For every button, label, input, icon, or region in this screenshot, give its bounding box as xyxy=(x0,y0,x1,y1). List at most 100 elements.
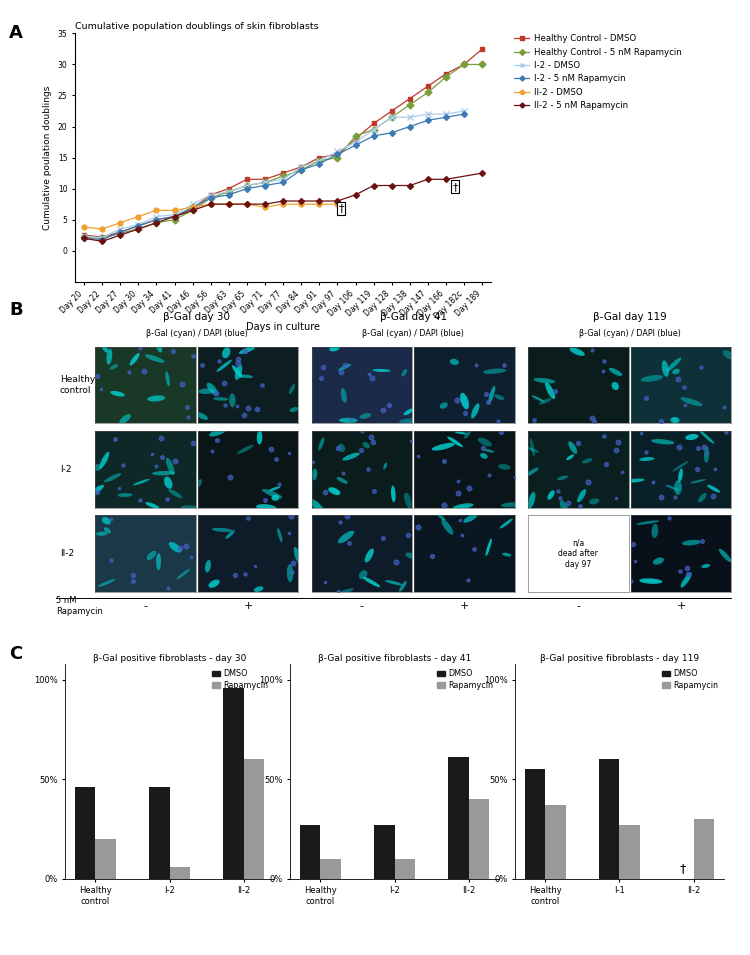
Polygon shape xyxy=(363,577,380,587)
I-2 - 5 nM Rapamycin xyxy=(460,109,469,120)
Polygon shape xyxy=(254,586,263,592)
Polygon shape xyxy=(436,514,445,520)
Polygon shape xyxy=(338,531,354,543)
Polygon shape xyxy=(106,349,112,365)
Polygon shape xyxy=(670,417,680,423)
Polygon shape xyxy=(225,530,235,539)
II-2 - DMSO xyxy=(80,222,88,233)
Healthy Control - 5 nM Rapamycin xyxy=(170,214,179,225)
Healthy Control - DMSO xyxy=(188,202,197,214)
Healthy Control - 5 nM Rapamycin xyxy=(297,164,306,176)
II-2 - DMSO xyxy=(297,199,306,210)
Healthy Control - DMSO xyxy=(333,149,342,160)
I-2 - DMSO xyxy=(297,161,306,173)
Polygon shape xyxy=(678,469,682,482)
II-2 - DMSO xyxy=(279,199,288,210)
Healthy Control - 5 nM Rapamycin xyxy=(116,227,124,239)
Polygon shape xyxy=(672,461,688,472)
Polygon shape xyxy=(118,493,133,497)
I-2 - DMSO xyxy=(134,219,142,230)
Polygon shape xyxy=(652,524,658,538)
Text: β-Gal (cyan) / DAPI (blue): β-Gal (cyan) / DAPI (blue) xyxy=(362,329,464,338)
Text: n/a
dead after
day 97: n/a dead after day 97 xyxy=(559,539,598,568)
Polygon shape xyxy=(691,479,706,483)
Polygon shape xyxy=(464,514,478,522)
Polygon shape xyxy=(478,437,492,447)
Healthy Control - DMSO xyxy=(478,43,487,54)
Polygon shape xyxy=(483,369,506,374)
Line: II-2 - 5 nM Rapamycin: II-2 - 5 nM Rapamycin xyxy=(82,171,484,244)
Polygon shape xyxy=(278,528,283,542)
Y-axis label: Cumulative poulation doublings: Cumulative poulation doublings xyxy=(43,85,52,230)
Polygon shape xyxy=(609,368,622,376)
Healthy Control - 5 nM Rapamycin xyxy=(405,99,414,111)
Polygon shape xyxy=(624,478,644,482)
Polygon shape xyxy=(230,393,236,407)
Polygon shape xyxy=(577,489,586,502)
Healthy Control - 5 nM Rapamycin xyxy=(134,223,142,235)
I-2 - 5 nM Rapamycin xyxy=(80,232,88,244)
Polygon shape xyxy=(611,382,619,390)
I-2 - DMSO xyxy=(224,186,233,198)
Bar xyxy=(223,688,244,879)
Polygon shape xyxy=(636,520,659,524)
Healthy Control - 5 nM Rapamycin xyxy=(424,87,433,98)
Polygon shape xyxy=(104,527,111,534)
II-2 - 5 nM Rapamycin xyxy=(387,180,396,191)
II-2 - DMSO xyxy=(170,204,179,216)
Bar xyxy=(170,867,190,879)
I-2 - 5 nM Rapamycin xyxy=(242,182,251,194)
Polygon shape xyxy=(237,445,254,454)
Text: A: A xyxy=(9,24,22,42)
Healthy Control - DMSO xyxy=(297,161,306,173)
Line: Healthy Control - 5 nM Rapamycin: Healthy Control - 5 nM Rapamycin xyxy=(82,62,484,241)
I-2 - DMSO xyxy=(188,199,197,210)
I-2 - 5 nM Rapamycin xyxy=(315,158,324,170)
Polygon shape xyxy=(534,378,555,384)
Text: β-Gal day 41: β-Gal day 41 xyxy=(380,312,447,322)
I-2 - 5 nM Rapamycin xyxy=(260,180,269,191)
Text: +: + xyxy=(243,601,253,611)
Polygon shape xyxy=(110,391,125,396)
Text: †: † xyxy=(452,181,458,192)
I-2 - DMSO xyxy=(206,189,215,201)
Healthy Control - 5 nM Rapamycin xyxy=(369,124,378,136)
Polygon shape xyxy=(485,539,492,556)
Healthy Control - 5 nM Rapamycin xyxy=(206,192,215,203)
Text: I-2: I-2 xyxy=(60,465,71,474)
II-2 - 5 nM Rapamycin xyxy=(351,189,360,201)
I-2 - DMSO xyxy=(351,137,360,148)
I-2 - 5 nM Rapamycin xyxy=(224,189,233,201)
II-2 - 5 nM Rapamycin xyxy=(188,204,197,216)
Polygon shape xyxy=(582,458,592,463)
Polygon shape xyxy=(147,395,165,401)
II-2 - DMSO xyxy=(134,211,142,223)
I-2 - DMSO xyxy=(387,112,396,123)
Polygon shape xyxy=(447,436,463,447)
I-2 - 5 nM Rapamycin xyxy=(297,164,306,176)
Polygon shape xyxy=(460,393,469,410)
Polygon shape xyxy=(99,452,109,469)
Polygon shape xyxy=(232,366,243,378)
Polygon shape xyxy=(672,369,680,374)
Polygon shape xyxy=(207,383,218,395)
I-2 - 5 nM Rapamycin xyxy=(98,234,106,245)
I-2 - 5 nM Rapamycin xyxy=(152,214,161,225)
I-2 - 5 nM Rapamycin xyxy=(424,115,433,126)
Polygon shape xyxy=(488,386,495,403)
II-2 - 5 nM Rapamycin xyxy=(116,229,124,241)
Bar xyxy=(394,859,416,879)
II-2 - DMSO xyxy=(242,199,251,210)
Polygon shape xyxy=(196,479,202,487)
Healthy Control - DMSO xyxy=(405,93,414,104)
Polygon shape xyxy=(404,493,412,508)
Text: B: B xyxy=(9,301,22,319)
I-2 - 5 nM Rapamycin xyxy=(333,149,342,160)
Healthy Control - 5 nM Rapamycin xyxy=(315,155,324,166)
I-2 - 5 nM Rapamycin xyxy=(405,120,414,132)
Polygon shape xyxy=(289,384,295,393)
Healthy Control - DMSO xyxy=(442,68,451,79)
Polygon shape xyxy=(196,413,208,420)
Healthy Control - DMSO xyxy=(116,226,124,238)
Text: β-Gal (cyan) / DAPI (blue): β-Gal (cyan) / DAPI (blue) xyxy=(579,329,681,338)
